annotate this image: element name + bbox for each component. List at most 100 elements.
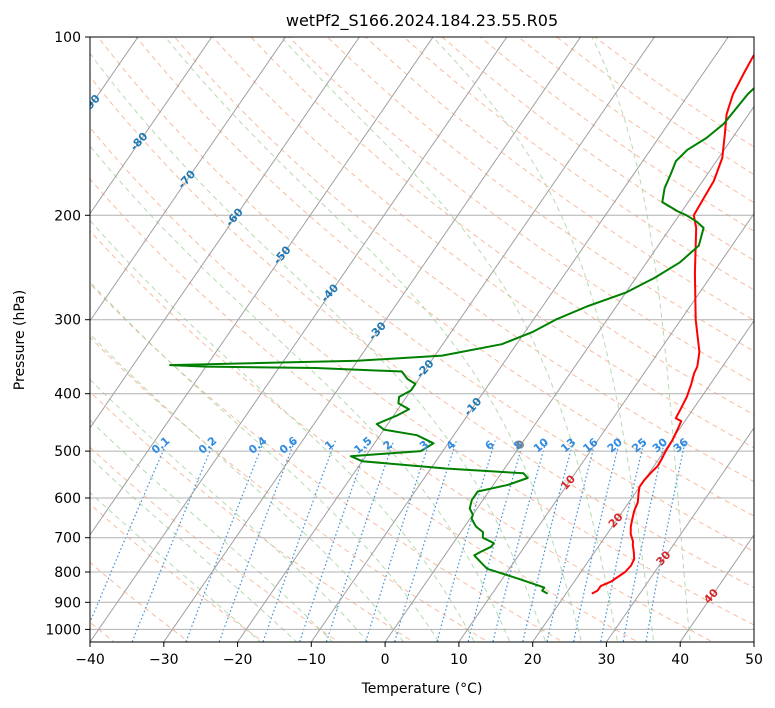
dewpoint-profile-line bbox=[169, 86, 754, 595]
y-tick-label: 100 bbox=[54, 30, 81, 46]
x-tick-label: 10 bbox=[450, 652, 468, 668]
isotherm-label: -100 bbox=[30, 51, 58, 80]
mixing-ratio-line bbox=[131, 440, 215, 642]
x-tick-label: −30 bbox=[149, 652, 179, 668]
dry-adiabat-line bbox=[90, 126, 754, 626]
dry-adiabat-line bbox=[479, 37, 754, 232]
isotherm-line bbox=[532, 319, 754, 642]
isotherm-line bbox=[90, 37, 287, 322]
y-tick-label: 600 bbox=[54, 491, 81, 507]
x-tick-label: 30 bbox=[597, 652, 615, 668]
isotherm-label: -30 bbox=[366, 319, 389, 343]
moist-adiabats bbox=[90, 37, 691, 642]
y-axis-title: Pressure (hPa) bbox=[12, 290, 28, 390]
isotherm-label: -70 bbox=[175, 167, 198, 191]
y-axis: 100 200 300 400 500 600 700 800 900 1000 bbox=[45, 30, 90, 638]
mixing-ratio-line bbox=[90, 440, 169, 624]
mixing-ratio-line bbox=[492, 440, 547, 642]
isotherm-line bbox=[753, 641, 754, 642]
dry-adiabat-line bbox=[403, 37, 754, 291]
dry-adiabat-line bbox=[90, 282, 565, 642]
dry-adiabat-line bbox=[90, 561, 190, 642]
profile-series bbox=[169, 53, 754, 595]
dry-adiabat-line bbox=[288, 37, 754, 384]
isotherm-label: -90 bbox=[80, 92, 103, 116]
mixing-ratio-line bbox=[622, 440, 666, 642]
mixing-ratio-label: 13 bbox=[558, 436, 578, 456]
y-tick-label: 700 bbox=[54, 531, 81, 547]
moist-adiabat-line bbox=[164, 37, 583, 642]
y-tick-label: 900 bbox=[54, 595, 81, 611]
dry-adiabat-line bbox=[90, 503, 265, 642]
isotherm-label: 10 bbox=[558, 472, 578, 492]
y-tick-label: 400 bbox=[54, 387, 81, 403]
isotherm-line bbox=[458, 212, 754, 642]
dry-adiabats bbox=[90, 37, 754, 642]
isotherm-label: 20 bbox=[606, 510, 626, 530]
y-tick-label: 1000 bbox=[45, 622, 81, 638]
dry-adiabat-line bbox=[90, 75, 754, 589]
isotherm-label: -40 bbox=[318, 281, 341, 305]
mixing-ratio-label: 30 bbox=[650, 435, 670, 455]
mixing-ratio-label: 0.4 bbox=[246, 434, 270, 457]
moist-adiabat-line bbox=[280, 37, 619, 642]
x-tick-label: −40 bbox=[75, 652, 105, 668]
isobar-gridlines bbox=[90, 37, 754, 630]
x-tick-label: −10 bbox=[297, 652, 327, 668]
isotherm-line bbox=[236, 37, 656, 642]
y-tick-label: 800 bbox=[54, 565, 81, 581]
dry-adiabat-line bbox=[90, 391, 415, 642]
mixing-ratio-label: 0.6 bbox=[277, 434, 301, 457]
mixing-ratio-line bbox=[185, 440, 265, 642]
isotherm-label: 30 bbox=[654, 548, 674, 568]
dry-adiabat-line bbox=[173, 37, 754, 483]
x-axis: −40 −30 −20 −10 0 10 20 30 40 50 bbox=[75, 642, 763, 668]
plot-frame bbox=[89, 36, 755, 643]
mixing-ratio-line bbox=[365, 440, 431, 642]
isotherm-line bbox=[90, 37, 434, 536]
moist-adiabat-line bbox=[90, 456, 298, 642]
temperature-profile-line bbox=[591, 53, 754, 595]
y-tick-label: 200 bbox=[54, 208, 81, 224]
dry-adiabat-line bbox=[212, 37, 754, 449]
isotherm-gridlines bbox=[0, 10, 754, 649]
moist-adiabat-line bbox=[90, 281, 440, 642]
mixing-ratio-label: 10 bbox=[531, 435, 551, 455]
isotherm-line bbox=[384, 105, 754, 642]
x-tick-label: −20 bbox=[223, 652, 253, 668]
isotherm-line bbox=[90, 37, 508, 642]
moist-adiabat-line bbox=[90, 333, 405, 642]
x-tick-label: 0 bbox=[381, 652, 390, 668]
plot-area: 0.1 0.2 0.4 0.6 1 1.5 2 3 4 6 8 10 13 16 20 25 30 36-100-… bbox=[0, 10, 754, 649]
dry-adiabat-line bbox=[135, 37, 754, 517]
isotherm-label: -80 bbox=[128, 130, 151, 154]
x-tick-label: 50 bbox=[745, 652, 763, 668]
mixing-ratio-line bbox=[599, 440, 645, 642]
isotherm-line bbox=[310, 37, 729, 642]
dry-adiabat-line bbox=[97, 37, 754, 553]
dry-adiabat-line bbox=[250, 37, 754, 416]
moist-adiabat-line bbox=[90, 145, 511, 642]
y-tick-label: 300 bbox=[54, 313, 81, 329]
mixing-ratio-label: 6 bbox=[483, 438, 497, 453]
moist-adiabat-line bbox=[90, 52, 547, 642]
mixing-ratio-line bbox=[522, 440, 575, 642]
isotherm-line bbox=[0, 10, 9, 649]
moist-adiabat-line bbox=[90, 219, 475, 642]
isotherm-label: -20 bbox=[414, 357, 437, 381]
mixing-ratio-label: 0.2 bbox=[196, 434, 219, 456]
dry-adiabat-line bbox=[90, 446, 340, 642]
mixing-ratio-line bbox=[218, 440, 296, 642]
dry-adiabat-line bbox=[90, 178, 714, 642]
mixing-ratio-line bbox=[645, 440, 686, 642]
mixing-ratio-label: 20 bbox=[605, 435, 625, 455]
moist-adiabat-line bbox=[90, 491, 262, 642]
x-axis-title: Temperature (°C) bbox=[361, 681, 483, 697]
chart-title: wetPf2_S166.2024.184.23.55.R05 bbox=[286, 11, 558, 31]
mixing-ratio-label: 0.1 bbox=[149, 434, 172, 456]
moist-adiabat-line bbox=[432, 37, 655, 642]
mixing-ratio-line bbox=[546, 440, 597, 642]
mixing-ratio-label: 25 bbox=[630, 436, 650, 456]
isotherm-line bbox=[90, 37, 360, 429]
dry-adiabat-line bbox=[517, 37, 754, 204]
